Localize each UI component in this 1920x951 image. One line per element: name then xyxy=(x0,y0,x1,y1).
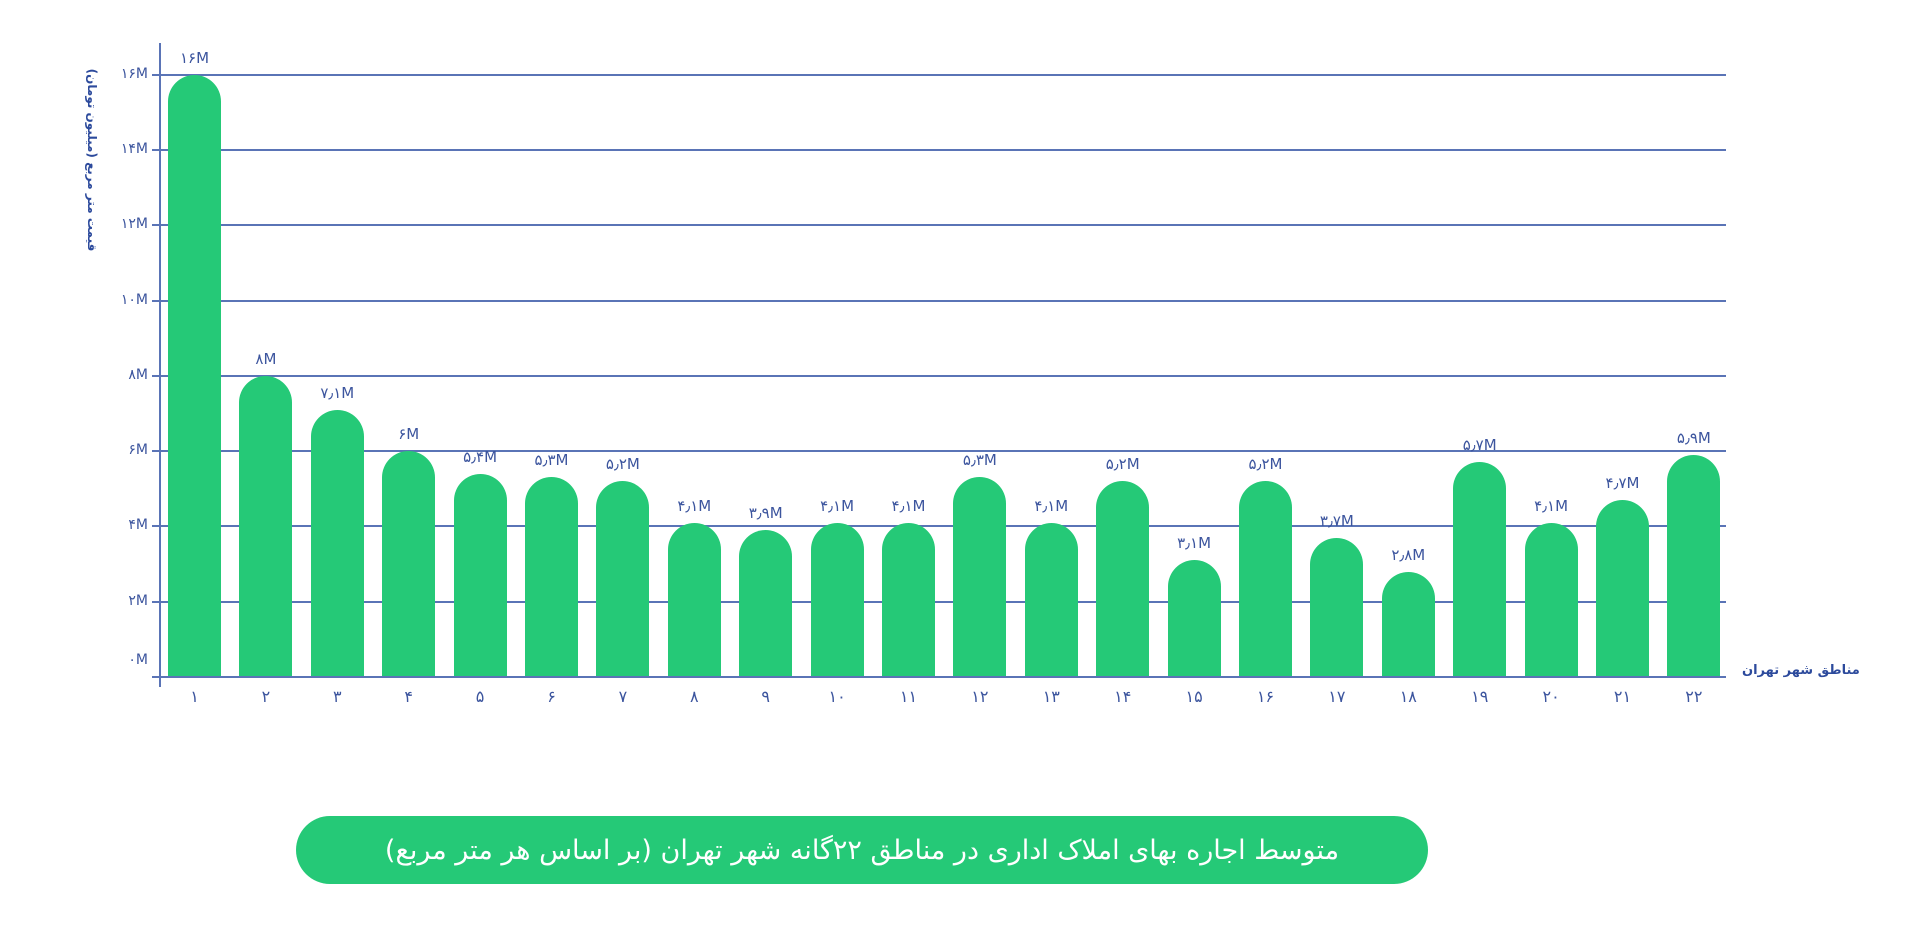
bar xyxy=(168,74,221,677)
bar-value-label: ۲٫۸M xyxy=(1391,545,1426,564)
category-label: ۱ xyxy=(190,687,199,706)
bar xyxy=(310,409,364,677)
gridline xyxy=(152,73,1726,76)
category-label: ۱۰ xyxy=(828,687,846,706)
bar-value-label: ۵٫۲M xyxy=(605,455,640,474)
bar-value-label: ۵٫۲M xyxy=(1105,455,1140,474)
bar xyxy=(1167,560,1221,677)
y-tick-label: ۲M xyxy=(128,592,148,609)
bar-value-label: ۴٫۱M xyxy=(1534,496,1569,515)
category-label: ۱۲ xyxy=(971,687,989,706)
category-label: ۱۵ xyxy=(1185,687,1203,706)
category-label: ۱۴ xyxy=(1114,687,1132,706)
bar xyxy=(453,473,507,677)
gridline xyxy=(152,148,1726,151)
x-axis-title: مناطق شهر تهران xyxy=(1742,663,1860,678)
gridline xyxy=(152,525,1726,528)
bar xyxy=(810,522,864,677)
category-label: ۲ xyxy=(261,687,271,706)
bar xyxy=(1596,500,1649,677)
category-label: ۶ xyxy=(547,687,556,706)
bar-value-label: ۵٫۳M xyxy=(534,451,569,470)
bar xyxy=(1239,481,1292,677)
category-label: ۱۷ xyxy=(1328,687,1346,706)
gridline xyxy=(152,299,1726,302)
category-label: ۲۰ xyxy=(1542,687,1560,706)
bar xyxy=(1453,462,1507,677)
category-label: ۹ xyxy=(761,687,770,706)
y-tick-label: ۱۴M xyxy=(120,141,148,158)
gridline xyxy=(152,224,1726,227)
category-label: ۴ xyxy=(404,687,413,706)
bar xyxy=(382,451,436,677)
bar xyxy=(667,522,721,677)
x-axis xyxy=(152,676,1726,678)
category-label: ۷ xyxy=(618,687,628,706)
bar-value-label: ۵٫۷M xyxy=(1462,436,1497,455)
bar xyxy=(739,530,793,677)
gridline xyxy=(152,600,1726,603)
bar xyxy=(239,375,293,677)
bar-value-label: ۵٫۲M xyxy=(1248,455,1283,474)
bar-value-label: ۵٫۳M xyxy=(962,451,997,470)
y-axis xyxy=(159,43,161,687)
bar xyxy=(1096,481,1150,677)
bar-value-label: ۵٫۹M xyxy=(1676,428,1711,447)
chart-title: متوسط اجاره بهای املاک اداری در مناطق ۲۲… xyxy=(384,834,1340,866)
category-label: ۱۶ xyxy=(1256,687,1275,706)
bar-value-label: ۳٫۱M xyxy=(1177,534,1212,553)
bar xyxy=(882,522,935,677)
category-label: ۱۸ xyxy=(1399,687,1417,706)
bar-value-label: ۴٫۷M xyxy=(1605,474,1640,493)
category-label: ۳ xyxy=(333,687,342,706)
y-tick-label: ۱۶M xyxy=(120,65,148,82)
y-tick-label: ۱۰M xyxy=(120,291,148,308)
bar-value-label: ۶M xyxy=(398,425,420,444)
y-tick-label: ۰M xyxy=(128,652,148,669)
category-label: ۸ xyxy=(690,687,699,706)
bar-value-label: ۴٫۱M xyxy=(677,496,712,515)
bar-value-label: ۸M xyxy=(255,349,277,368)
bar xyxy=(525,477,578,677)
bar xyxy=(1024,522,1078,677)
bar-value-label: ۴٫۱M xyxy=(891,496,926,515)
y-tick-label: ۸M xyxy=(128,366,148,383)
bar-value-label: ۴٫۱M xyxy=(1034,496,1069,515)
bar xyxy=(1310,537,1364,677)
gridline xyxy=(152,450,1726,453)
bar-value-label: ۱۶M xyxy=(179,48,210,67)
category-label: ۲۱ xyxy=(1613,687,1632,706)
category-label: ۱۳ xyxy=(1042,687,1060,706)
bar-value-label: ۵٫۴M xyxy=(463,447,498,466)
y-tick-label: ۴M xyxy=(128,517,148,534)
bar xyxy=(953,477,1007,677)
bar xyxy=(1381,571,1435,677)
category-label: ۱۱ xyxy=(899,687,918,706)
y-axis-title: قیمت متر مربع (میلیون تومان) xyxy=(85,68,99,252)
y-tick-label: ۶M xyxy=(128,442,148,459)
chart-title-banner: متوسط اجاره بهای املاک اداری در مناطق ۲۲… xyxy=(296,816,1428,884)
gridline xyxy=(152,374,1726,377)
bar-value-label: ۳٫۹M xyxy=(748,504,783,523)
category-label: ۲۲ xyxy=(1685,687,1703,706)
category-label: ۵ xyxy=(475,687,485,706)
category-label: ۱۹ xyxy=(1471,687,1489,706)
bar-value-label: ۴٫۱M xyxy=(820,496,855,515)
bar xyxy=(1524,522,1578,677)
bar-value-label: ۳٫۷M xyxy=(1319,511,1354,530)
bar xyxy=(1667,454,1721,677)
bar xyxy=(596,481,650,677)
y-tick-label: ۱۲M xyxy=(120,216,148,233)
bar-value-label: ۷٫۱M xyxy=(320,383,355,402)
